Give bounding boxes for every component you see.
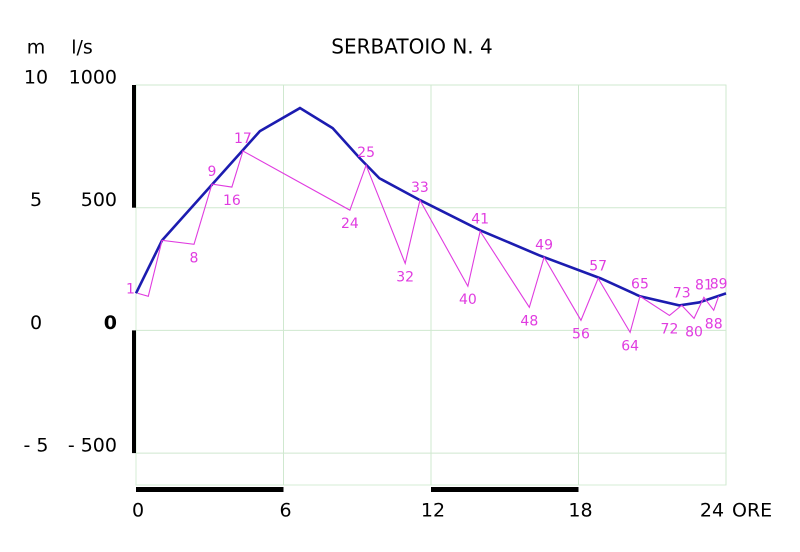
y2-tick-label: 10 (24, 67, 48, 89)
chart-title: SERBATOIO N. 4 (331, 35, 492, 59)
point-label: 16 (223, 193, 241, 209)
point-label: 1 (126, 281, 135, 297)
point-label: 57 (589, 258, 607, 274)
point-label: 17 (234, 131, 252, 147)
y2-axis-label: m (27, 37, 46, 59)
y-tick-label: 0 (104, 312, 117, 334)
point-label: 88 (705, 316, 723, 332)
data-line (137, 150, 720, 334)
point-label: 89 (710, 276, 728, 292)
y2-tick-label: - 5 (24, 435, 49, 457)
x-axis-label: ORE (732, 500, 772, 522)
point-label: 41 (471, 211, 489, 227)
axis-bar (132, 85, 136, 208)
axis-bar (431, 487, 579, 492)
x-tick-label: 0 (132, 500, 144, 522)
point-label: 56 (572, 326, 590, 342)
point-label: 24 (341, 216, 359, 232)
x-tick-label: 18 (568, 500, 592, 522)
y-tick-label: 500 (81, 189, 117, 211)
x-tick-label: 12 (421, 500, 445, 522)
point-label: 49 (535, 237, 553, 253)
point-label: 81 (695, 277, 713, 293)
point-label: 73 (673, 285, 691, 301)
point-label: 65 (631, 276, 649, 292)
x-tick-label: 6 (279, 500, 291, 522)
point-label: 72 (661, 321, 679, 337)
point-label: 32 (396, 269, 414, 285)
point-label: 40 (459, 292, 477, 308)
point-label: 25 (357, 145, 375, 161)
y-tick-label: 1000 (69, 67, 117, 89)
point-label: 64 (621, 338, 639, 354)
axis-bar (132, 330, 136, 454)
point-label: 80 (685, 324, 703, 340)
x-tick-label: 24 (700, 500, 724, 522)
axis-bar (136, 487, 284, 492)
point-label: 33 (411, 180, 429, 196)
point-label: 8 (190, 250, 199, 266)
point-label: 48 (520, 313, 538, 329)
y-tick-label: - 500 (68, 435, 117, 457)
y-axis-label: l/s (71, 37, 93, 59)
y2-tick-label: 5 (30, 189, 42, 211)
y2-tick-label: 0 (30, 312, 42, 334)
point-label: 9 (208, 164, 217, 180)
